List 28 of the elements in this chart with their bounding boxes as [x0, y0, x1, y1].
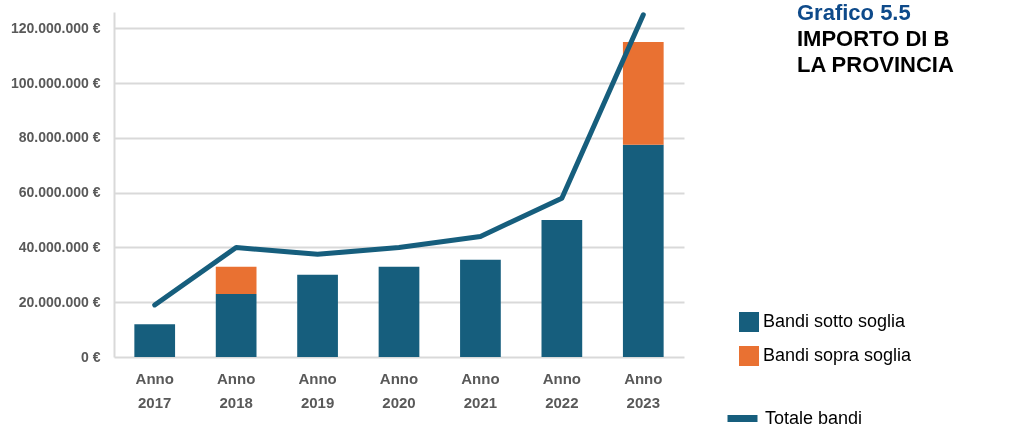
bar	[215, 266, 257, 295]
legend-label: Bandi sopra soglia	[763, 345, 913, 365]
x-tick-label: Anno 2017	[135, 369, 174, 411]
bar	[297, 274, 338, 357]
bar	[215, 294, 257, 357]
x-tick-label: Anno 2021	[461, 369, 500, 411]
x-tick-label: Anno 2022	[542, 369, 582, 411]
text: Grafico 5.5	[797, 0, 912, 26]
x-tick-label: Anno 2019	[298, 369, 337, 411]
bar	[134, 324, 176, 357]
bar	[378, 266, 420, 357]
y-tick-label: 40.000.000 €	[18, 238, 101, 255]
text: IMPORTO DI B LA PROVINCIA	[797, 26, 954, 78]
y-tick-label: 0 €	[81, 348, 101, 365]
bar	[541, 220, 583, 357]
x-tick-label: Anno 2023	[624, 369, 663, 411]
y-tick-label: 100.000.000 €	[10, 74, 101, 91]
legend-label: Totale bandi	[765, 407, 863, 428]
y-tick-label: 20.000.000 €	[18, 293, 101, 310]
bar	[460, 259, 501, 357]
bar	[622, 144, 664, 357]
y-tick-label: 80.000.000 €	[18, 129, 101, 146]
x-tick-label: Anno 2018	[216, 369, 256, 411]
bar	[622, 42, 664, 145]
y-tick-label: 120.000.000 €	[10, 19, 101, 36]
legend-label: Bandi sotto soglia	[763, 311, 907, 331]
x-tick-label: Anno 2020	[379, 369, 419, 411]
y-tick-label: 60.000.000 €	[18, 184, 101, 201]
